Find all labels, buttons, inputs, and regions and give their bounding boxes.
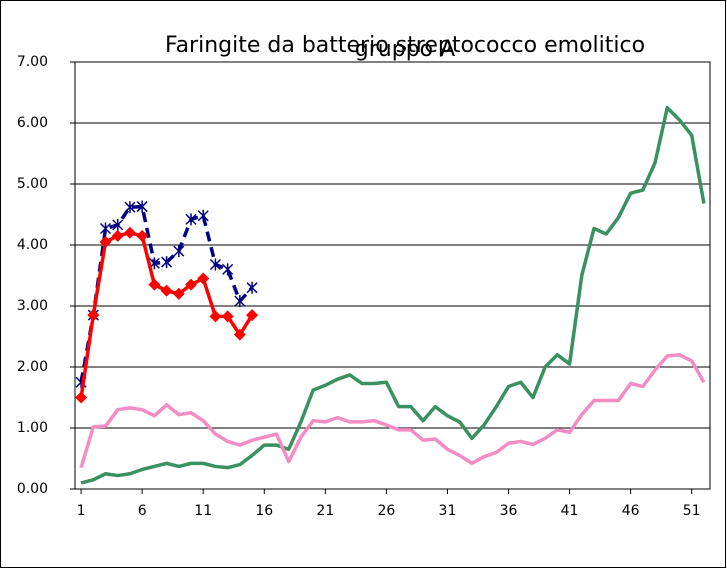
marker	[246, 281, 258, 294]
marker	[197, 272, 210, 285]
marker	[99, 235, 112, 248]
y-tick-label: 6.00	[17, 115, 48, 131]
y-tick-label: 3.00	[17, 298, 48, 314]
marker	[99, 222, 112, 235]
marker	[136, 229, 149, 242]
y-tick-label: 0.00	[17, 481, 48, 497]
x-tick-label: 51	[683, 503, 701, 519]
marker	[185, 278, 198, 291]
marker	[75, 391, 88, 404]
series-line	[80, 106, 706, 485]
marker	[123, 226, 136, 239]
x-tick-label: 21	[316, 503, 334, 519]
series-line	[79, 353, 706, 469]
plot-area	[74, 61, 711, 490]
marker	[148, 278, 161, 291]
chart-title: gruppo A	[355, 37, 455, 62]
x-tick-label: 11	[194, 503, 212, 519]
marker	[160, 284, 173, 297]
marker	[87, 309, 100, 322]
y-tick-label: 2.00	[17, 359, 48, 375]
marker	[111, 229, 124, 242]
chart-title: Faringite da batterio streptococco emoli…	[165, 33, 645, 58]
marker	[222, 263, 234, 276]
marker	[234, 295, 246, 308]
marker	[221, 310, 234, 323]
x-tick-label: 16	[255, 503, 273, 519]
y-tick-label: 5.00	[17, 176, 48, 192]
marker	[209, 310, 222, 323]
marker	[233, 328, 246, 341]
y-tick-label: 7.00	[17, 54, 48, 70]
marker	[209, 258, 221, 271]
x-tick-label: 46	[622, 503, 640, 519]
marker	[185, 213, 197, 226]
marker	[136, 200, 148, 213]
x-tick-label: 26	[377, 503, 395, 519]
y-tick-label: 1.00	[17, 420, 48, 436]
marker	[161, 256, 173, 269]
x-tick-label: 6	[138, 503, 147, 519]
y-tick-label: 4.00	[17, 237, 48, 253]
x-tick-label: 31	[439, 503, 457, 519]
marker	[173, 245, 185, 258]
x-tick-label: 41	[561, 503, 579, 519]
marker	[124, 201, 136, 214]
marker	[197, 209, 209, 222]
marker	[172, 287, 185, 300]
x-tick-label: 1	[77, 503, 86, 519]
x-tick-label: 36	[500, 503, 518, 519]
marker	[112, 218, 124, 231]
marker	[246, 309, 259, 322]
